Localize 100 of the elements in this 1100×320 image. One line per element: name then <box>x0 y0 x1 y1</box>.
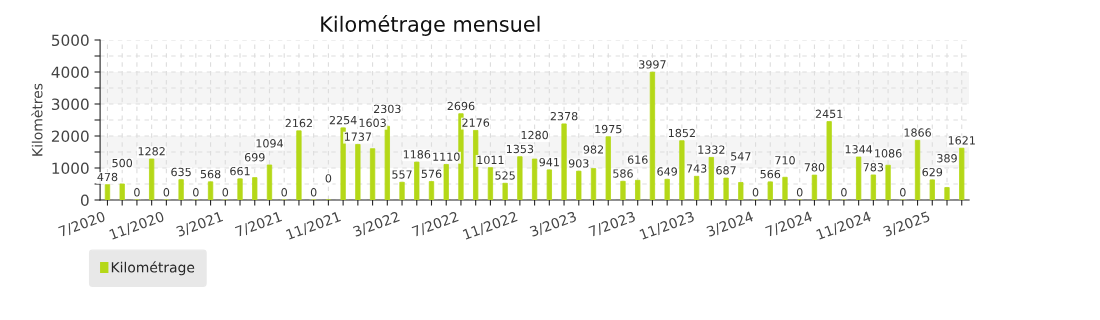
bar <box>693 175 700 200</box>
data-label: 661 <box>230 166 250 176</box>
bar <box>296 130 302 200</box>
bar <box>576 170 582 200</box>
bar <box>369 148 376 200</box>
data-label: 1280 <box>521 130 548 140</box>
data-label: 0 <box>752 188 759 197</box>
bar <box>811 174 818 200</box>
data-label: 699 <box>244 153 265 162</box>
bar <box>517 156 523 200</box>
bar <box>252 177 258 200</box>
bar <box>635 179 641 200</box>
data-label: 982 <box>583 145 604 154</box>
data-label: 525 <box>495 171 515 180</box>
bar <box>546 169 552 200</box>
data-label: 780 <box>804 163 825 172</box>
data-label: 1086 <box>875 149 902 158</box>
data-label: 0 <box>134 188 140 197</box>
data-label: 1110 <box>433 152 460 161</box>
y-tick-label: 5000 <box>51 34 89 47</box>
bar <box>767 181 773 200</box>
bar <box>723 177 729 200</box>
bar <box>870 174 876 200</box>
data-label: 1621 <box>948 136 975 145</box>
data-label: 1332 <box>698 145 725 154</box>
data-label: 0 <box>841 188 847 197</box>
data-label: 783 <box>863 163 884 172</box>
data-label: 710 <box>775 156 795 165</box>
bar <box>782 176 788 200</box>
data-label: 0 <box>900 188 906 197</box>
data-label: 941 <box>539 157 559 167</box>
data-label: 2451 <box>815 109 843 119</box>
bar <box>531 158 538 200</box>
bar <box>708 156 714 200</box>
bar <box>384 125 390 200</box>
data-label: 1011 <box>477 155 504 165</box>
bar <box>826 121 832 200</box>
bar <box>929 179 935 200</box>
bar <box>944 187 950 200</box>
bar <box>443 164 449 200</box>
bar <box>561 123 567 200</box>
bar <box>473 129 479 200</box>
bar <box>605 136 611 200</box>
data-label: 0 <box>163 188 170 197</box>
data-label: 1094 <box>256 139 283 148</box>
bar <box>119 183 125 200</box>
data-label: 1852 <box>668 128 695 138</box>
data-label: 1282 <box>138 147 165 156</box>
data-label: 903 <box>568 159 589 168</box>
data-label: 0 <box>281 188 288 197</box>
data-label: 0 <box>222 188 229 197</box>
data-label: 2303 <box>373 104 401 114</box>
data-label: 687 <box>716 166 736 175</box>
bar <box>664 178 670 200</box>
bar <box>207 181 214 200</box>
bar <box>104 184 111 200</box>
data-label: 0 <box>325 174 332 183</box>
data-label: 568 <box>200 169 221 179</box>
bar <box>649 71 656 200</box>
data-label: 635 <box>171 167 191 177</box>
data-label: 0 <box>193 188 199 197</box>
bar <box>266 164 273 200</box>
legend-label: Kilométrage <box>111 261 195 276</box>
data-label: 2696 <box>447 101 475 111</box>
data-label: 566 <box>760 169 781 179</box>
data-label: 576 <box>421 169 442 179</box>
data-label: 1186 <box>403 150 431 159</box>
y-tick-label: 3000 <box>51 98 89 111</box>
bar <box>428 181 435 200</box>
y-tick-label: 1000 <box>52 162 89 175</box>
bar <box>237 178 243 200</box>
data-label: 1737 <box>344 132 372 141</box>
bar <box>856 156 862 200</box>
data-label: 2378 <box>550 111 578 121</box>
bar <box>487 167 494 200</box>
data-label: 616 <box>627 155 648 164</box>
data-label: 2162 <box>285 118 312 128</box>
bar <box>738 182 744 200</box>
data-label: 1866 <box>904 128 931 137</box>
data-label: 500 <box>112 158 133 168</box>
data-label: 1344 <box>845 145 873 154</box>
y-tick-label: 4000 <box>51 66 89 79</box>
data-label: 649 <box>657 167 677 176</box>
bar <box>149 158 155 200</box>
data-label: 743 <box>686 164 707 173</box>
data-label: 547 <box>731 152 751 161</box>
bar <box>679 140 685 200</box>
data-label: 2176 <box>462 118 490 127</box>
bar <box>590 168 597 200</box>
data-label: 478 <box>97 172 118 182</box>
y-tick-label: 2000 <box>51 130 89 143</box>
chart-title: Kilométrage mensuel <box>321 15 540 36</box>
bar <box>914 139 921 200</box>
data-label: 586 <box>613 169 633 178</box>
data-label: 629 <box>922 167 943 177</box>
bar <box>959 147 965 200</box>
data-label: 2254 <box>329 115 357 125</box>
data-label: 0 <box>310 188 317 197</box>
y-tick-label: 0 <box>80 194 89 207</box>
bar <box>355 144 361 200</box>
